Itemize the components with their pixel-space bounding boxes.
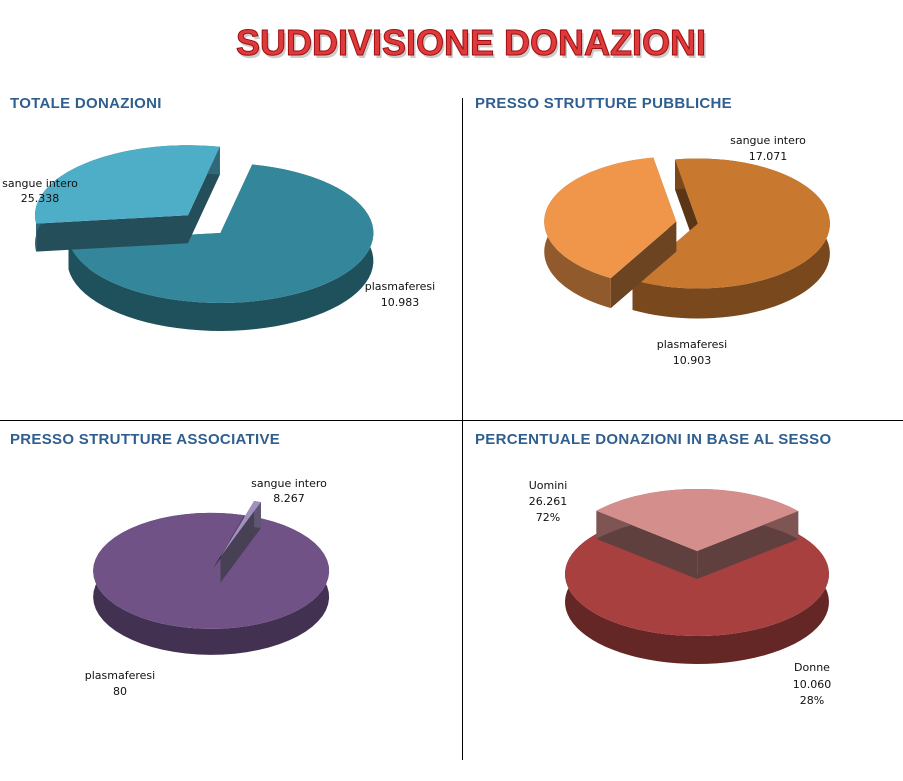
chart-title-sesso: PERCENTUALE DONAZIONI IN BASE AL SESSO [475,431,832,448]
slice-side-wall [610,221,677,309]
page-title: SUDDIVISIONE DONAZIONI SUDDIVISIONE DONA… [235,22,708,67]
slice-label-name: Donne [794,661,830,674]
slice-label-value: 80 [113,685,127,698]
pie-slice-1 [544,157,677,309]
page-title-text: SUDDIVISIONE DONAZIONI [236,22,706,63]
pie-slice-1 [596,489,799,580]
horizontal-divider [0,420,903,421]
pie-associative-slices [93,501,330,655]
slice-label-value: 10.903 [673,354,712,367]
slice-top-face [596,489,799,552]
slice-label-value: 10.983 [381,296,420,309]
slice-label-percent: 72% [536,511,560,524]
pie-slice-1 [220,501,261,583]
pie-chart-associative: sangue intero 8.267 plasmaferesi 80 [85,477,330,698]
slice-label-name: sangue intero [2,177,78,190]
pie-totale-slices [35,145,374,331]
slice-label-name: plasmaferesi [365,280,435,293]
chart-title-pubbliche: PRESSO STRUTTURE PUBBLICHE [475,95,732,112]
slice-label-name: plasmaferesi [657,338,727,351]
slice-label-value: 17.071 [749,150,788,163]
pie-sesso-slices [565,489,829,664]
slice-top-face [565,533,829,636]
chart-title-associative: PRESSO STRUTTURE ASSOCIATIVE [10,431,281,448]
vertical-divider [462,98,463,760]
slice-label-name: Uomini [529,479,568,492]
slice-top-face [68,164,374,303]
slice-label-percent: 28% [800,694,824,707]
slice-label-value: 25.338 [21,192,60,205]
slice-top-face [632,158,830,289]
slice-top-face [93,512,330,629]
slice-top-face [544,157,677,279]
chart-title-totale: TOTALE DONAZIONI [10,95,162,112]
slice-top-face [35,145,220,224]
slice-top-face [220,501,261,557]
pie-chart-totale: sangue intero 25.338 plasmaferesi 10.983 [2,145,435,331]
pie-slice-0 [565,533,829,664]
slice-outer-wall [565,533,829,664]
pie-chart-pubbliche: sangue intero 17.071 plasmaferesi 10.903 [544,134,830,367]
slice-label-name: plasmaferesi [85,669,155,682]
slice-label-value: 10.060 [793,678,832,691]
svg-text:SUDDIVISIONE DONAZIONI: SUDDIVISIONE DONAZIONI [238,25,708,66]
pie-pubbliche-slices [544,157,830,319]
slice-side-wall [36,215,189,252]
slice-label-name: sangue intero [730,134,806,147]
slice-label-name: sangue intero [251,477,327,490]
pie-chart-sesso: Uomini 26.261 72% Donne 10.060 28% [529,479,832,707]
pie-slice-0 [632,158,830,319]
slice-side-wall [220,502,261,583]
slice-label-value: 8.267 [273,492,305,505]
pie-slice-0 [93,512,330,655]
slice-label-value: 26.261 [529,495,568,508]
pie-slice-1 [35,145,220,252]
